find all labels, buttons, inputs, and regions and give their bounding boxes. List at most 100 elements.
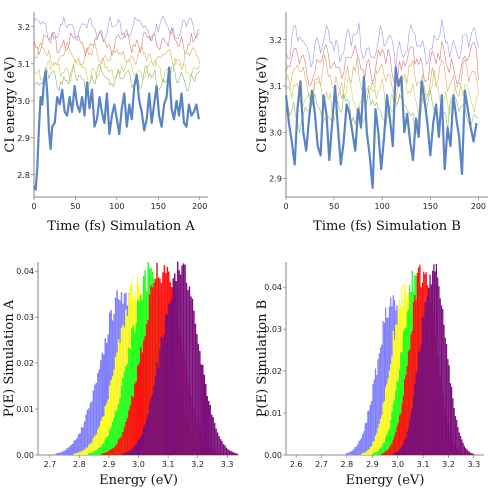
histogram-bar (392, 439, 394, 455)
x-tick-label: 2.7 (43, 460, 56, 469)
histogram-bar (396, 451, 398, 455)
histogram-bar (132, 397, 135, 455)
histogram-bar (132, 447, 135, 455)
histogram-bar (165, 314, 167, 455)
histogram-bar (94, 384, 96, 455)
histogram-bar (206, 396, 208, 455)
histogram-bar (104, 452, 106, 455)
x-tick-label: 200 (471, 202, 486, 211)
histogram-bar (100, 447, 102, 455)
histogram-bar (224, 445, 226, 455)
x-tick-label: 3.3 (467, 460, 480, 469)
histogram-bar (363, 431, 365, 455)
histogram-bar (135, 443, 138, 455)
histogram-bar (82, 450, 84, 455)
histogram-bar (385, 307, 387, 455)
histogram-bar (350, 451, 352, 455)
histogram-bar (145, 418, 148, 455)
histogram-bar (111, 421, 114, 455)
histogram-bar (108, 450, 111, 455)
histogram-bar (151, 287, 154, 455)
histogram-bar (393, 453, 396, 455)
histogram-bar (382, 443, 384, 455)
histogram-bar (393, 399, 396, 455)
histogram-bar (392, 453, 394, 455)
histogram-bar (125, 421, 127, 455)
histogram-bar (373, 379, 375, 455)
histogram-bar (401, 445, 403, 455)
histogram-bar (197, 343, 200, 455)
x-axis-title: Time (fs) Simulation B (313, 219, 461, 234)
histogram-bar (80, 451, 83, 455)
y-tick-label: 3.0 (269, 128, 282, 137)
histogram-bar (374, 452, 377, 455)
histogram-bar (85, 447, 87, 455)
histogram-bar (77, 434, 80, 455)
histogram-bar (139, 436, 142, 455)
histogram-bar (416, 272, 418, 455)
histogram-bar (181, 265, 183, 455)
series-line-5 (33, 66, 200, 191)
histogram-bar (428, 288, 430, 455)
histogram-bar (396, 426, 398, 455)
histogram-bar (178, 270, 180, 455)
histogram-bar (402, 331, 405, 455)
histogram-bar (346, 452, 349, 455)
histogram-bar (132, 325, 135, 455)
histogram-bar (92, 451, 95, 455)
histogram-bar (73, 453, 75, 455)
histogram-bar (390, 364, 392, 455)
series-line-1 (33, 27, 200, 57)
histogram-bar (103, 443, 105, 455)
histogram-bar (131, 328, 133, 455)
histogram-bar (138, 363, 140, 455)
y-tick-label: 0.04 (16, 267, 34, 276)
histogram-bar (402, 444, 405, 455)
histogram-bar (160, 336, 163, 455)
histogram-bar (91, 452, 93, 455)
histogram-bar (360, 453, 363, 455)
histogram-bar (123, 453, 126, 455)
histogram-bar (392, 403, 394, 455)
histogram-bar (409, 419, 411, 455)
histogram-bar (414, 383, 416, 455)
x-tick-label: 150 (423, 202, 438, 211)
histogram-bar (396, 382, 398, 455)
histogram-bar (101, 453, 104, 455)
histogram-bar (395, 324, 397, 455)
histogram-bar (353, 448, 355, 455)
histogram-bar (105, 343, 108, 455)
histogram-bar (216, 432, 219, 455)
histogram-bar (110, 380, 112, 455)
y-tick-label: 0.04 (264, 283, 282, 292)
histogram-bar (392, 331, 394, 455)
histogram-bar (101, 352, 104, 455)
histogram-bar (390, 445, 392, 455)
histogram-bar (230, 450, 232, 455)
histogram-bar (464, 448, 467, 455)
histogram-bar (420, 344, 422, 455)
histogram-bar (117, 339, 120, 455)
x-tick-label: 2.9 (366, 460, 379, 469)
y-tick-label: 0.00 (264, 451, 282, 460)
histogram-bar (76, 437, 78, 455)
histogram-bar (171, 299, 173, 455)
histogram-bar (144, 336, 146, 455)
histogram-series-4 (122, 261, 238, 455)
histogram-bar (383, 442, 385, 455)
histogram-bar (397, 451, 399, 455)
histogram-bar (105, 403, 108, 455)
histogram-bar (126, 451, 129, 455)
histogram-bar (117, 404, 120, 455)
histogram-bar (131, 395, 133, 455)
x-tick-label: 3.1 (162, 460, 175, 469)
histogram-bar (466, 449, 468, 455)
histogram-bar (215, 428, 217, 455)
histogram-bar (110, 449, 112, 455)
histogram-bar (418, 350, 420, 455)
histogram-bar (67, 447, 70, 455)
histogram-bar (97, 429, 99, 455)
histogram-bar (179, 274, 182, 455)
histogram-bar (405, 374, 407, 455)
histogram-bar (184, 264, 186, 455)
